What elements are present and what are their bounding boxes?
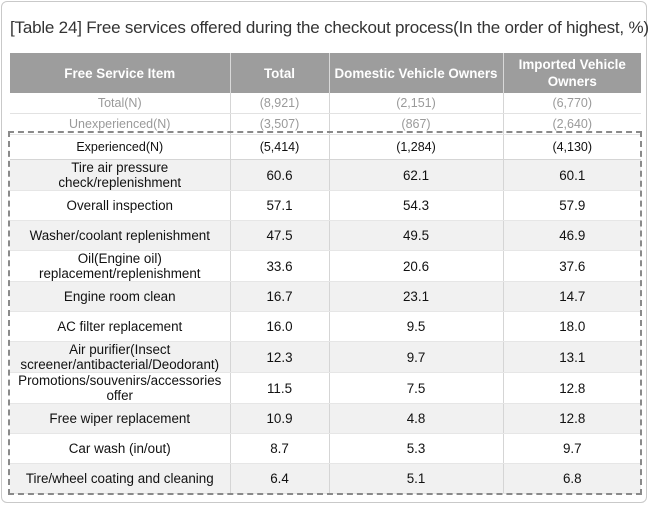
cell-total: 33.6 bbox=[230, 251, 329, 282]
cell-domestic: 5.1 bbox=[329, 464, 503, 494]
table-row: Washer/coolant replenishment 47.5 49.5 46.9 bbox=[10, 221, 641, 251]
cell-item: Overall inspection bbox=[10, 191, 230, 221]
meta-total: (8,921) bbox=[230, 93, 329, 114]
cell-total: 8.7 bbox=[230, 434, 329, 464]
cell-total: 57.1 bbox=[230, 191, 329, 221]
cell-domestic: 9.5 bbox=[329, 312, 503, 342]
cell-total: 16.7 bbox=[230, 282, 329, 312]
cell-total: 16.0 bbox=[230, 312, 329, 342]
experienced-total: (5,414) bbox=[230, 135, 329, 160]
cell-total: 60.6 bbox=[230, 160, 329, 191]
table-row: Engine room clean 16.7 23.1 14.7 bbox=[10, 282, 641, 312]
table-row: Promotions/souvenirs/accessories offer 11… bbox=[10, 373, 641, 404]
cell-imported: 12.8 bbox=[503, 404, 641, 434]
experienced-imported: (4,130) bbox=[503, 135, 641, 160]
experienced-row: Experienced(N) (5,414) (1,284) (4,130) bbox=[10, 135, 641, 160]
cell-domestic: 23.1 bbox=[329, 282, 503, 312]
cell-imported: 60.1 bbox=[503, 160, 641, 191]
meta-row: Total(N) (8,921) (2,151) (6,770) bbox=[10, 93, 641, 114]
cell-imported: 57.9 bbox=[503, 191, 641, 221]
cell-item: Washer/coolant replenishment bbox=[10, 221, 230, 251]
meta-imported: (6,770) bbox=[503, 93, 641, 114]
header-total: Total bbox=[230, 53, 329, 93]
cell-item: Engine room clean bbox=[10, 282, 230, 312]
cell-imported: 9.7 bbox=[503, 434, 641, 464]
table-row: Air purifier(Insect screener/antibacteri… bbox=[10, 342, 641, 373]
cell-item: Car wash (in/out) bbox=[10, 434, 230, 464]
experienced-domestic: (1,284) bbox=[329, 135, 503, 160]
cell-total: 10.9 bbox=[230, 404, 329, 434]
table-row: Car wash (in/out) 8.7 5.3 9.7 bbox=[10, 434, 641, 464]
meta-imported: (2,640) bbox=[503, 114, 641, 135]
cell-domestic: 20.6 bbox=[329, 251, 503, 282]
cell-item: Free wiper replacement bbox=[10, 404, 230, 434]
cell-domestic: 49.5 bbox=[329, 221, 503, 251]
cell-item: Tire air pressure check/replenishment bbox=[10, 160, 230, 191]
meta-label: Total(N) bbox=[10, 93, 230, 114]
cell-item: Oil(Engine oil) replacement/replenishmen… bbox=[10, 251, 230, 282]
cell-imported: 46.9 bbox=[503, 221, 641, 251]
cell-imported: 13.1 bbox=[503, 342, 641, 373]
cell-total: 6.4 bbox=[230, 464, 329, 494]
cell-domestic: 62.1 bbox=[329, 160, 503, 191]
header-item: Free Service Item bbox=[10, 53, 230, 93]
cell-item: Air purifier(Insect screener/antibacteri… bbox=[10, 342, 230, 373]
cell-imported: 12.8 bbox=[503, 373, 641, 404]
meta-label: Unexperienced(N) bbox=[10, 114, 230, 135]
table-row: Overall inspection 57.1 54.3 57.9 bbox=[10, 191, 641, 221]
cell-domestic: 4.8 bbox=[329, 404, 503, 434]
header-domestic: Domestic Vehicle Owners bbox=[329, 53, 503, 93]
table-title: [Table 24] Free services offered during … bbox=[10, 18, 649, 38]
cell-imported: 37.6 bbox=[503, 251, 641, 282]
cell-total: 12.3 bbox=[230, 342, 329, 373]
experienced-label: Experienced(N) bbox=[10, 135, 230, 160]
cell-imported: 14.7 bbox=[503, 282, 641, 312]
meta-domestic: (2,151) bbox=[329, 93, 503, 114]
table-row: AC filter replacement 16.0 9.5 18.0 bbox=[10, 312, 641, 342]
table-row: Oil(Engine oil) replacement/replenishmen… bbox=[10, 251, 641, 282]
cell-imported: 6.8 bbox=[503, 464, 641, 494]
header-imported: Imported Vehicle Owners bbox=[503, 53, 641, 93]
cell-domestic: 5.3 bbox=[329, 434, 503, 464]
table-row: Tire/wheel coating and cleaning 6.4 5.1 6.8 bbox=[10, 464, 641, 494]
meta-row: Unexperienced(N) (3,507) (867) (2,640) bbox=[10, 114, 641, 135]
cell-total: 11.5 bbox=[230, 373, 329, 404]
cell-domestic: 9.7 bbox=[329, 342, 503, 373]
cell-item: Tire/wheel coating and cleaning bbox=[10, 464, 230, 494]
cell-total: 47.5 bbox=[230, 221, 329, 251]
cell-item: Promotions/souvenirs/accessories offer bbox=[10, 373, 230, 404]
table-row: Free wiper replacement 10.9 4.8 12.8 bbox=[10, 404, 641, 434]
cell-imported: 18.0 bbox=[503, 312, 641, 342]
cell-item: AC filter replacement bbox=[10, 312, 230, 342]
cell-domestic: 7.5 bbox=[329, 373, 503, 404]
cell-domestic: 54.3 bbox=[329, 191, 503, 221]
meta-domestic: (867) bbox=[329, 114, 503, 135]
free-services-table: Free Service Item Total Domestic Vehicle… bbox=[10, 53, 641, 494]
meta-total: (3,507) bbox=[230, 114, 329, 135]
header-row: Free Service Item Total Domestic Vehicle… bbox=[10, 53, 641, 93]
table-row: Tire air pressure check/replenishment 60.… bbox=[10, 160, 641, 191]
